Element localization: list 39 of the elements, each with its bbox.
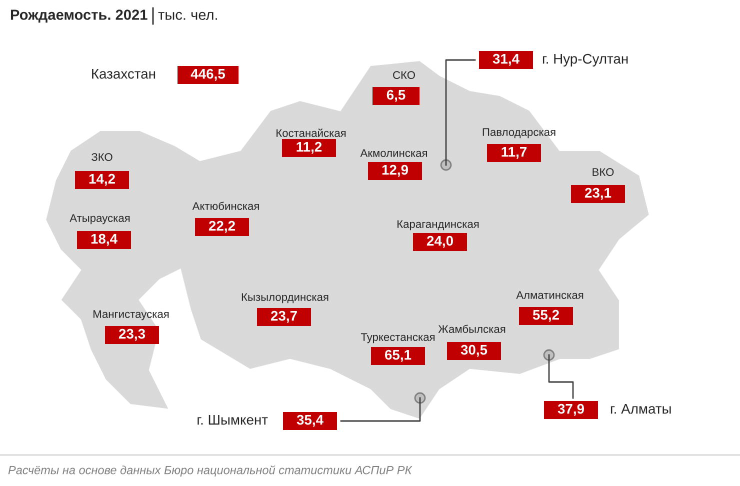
data-label: 14,2 (89, 174, 115, 186)
category-label: г. Алматы (610, 404, 671, 414)
text: тыс. чел. (158, 12, 217, 20)
category-label: Казахстан (92, 69, 156, 79)
data-label: 12,9 (382, 164, 408, 177)
data-label: 31,4 (492, 54, 520, 66)
data-label: 6,5 (386, 90, 406, 102)
category-label: Атырауская (70, 214, 130, 224)
data-label: 11,2 (296, 142, 322, 154)
data-label: 23,3 (118, 328, 146, 341)
category-label: Алматинская (516, 291, 584, 299)
data-label: 11,7 (502, 147, 527, 159)
category-label: Акмолинская (360, 149, 427, 157)
data-label: 446,5 (190, 68, 225, 81)
category-label: ЗКО (92, 153, 112, 161)
data-label: 24,0 (426, 236, 453, 248)
data-label: 22,2 (208, 220, 235, 233)
category-label: г. Шымкент (198, 415, 268, 425)
category-label: Павлодарская (482, 128, 556, 138)
category-label: Кызылординская (242, 293, 328, 304)
category-label: СКО (393, 71, 415, 79)
data-label: 55,2 (532, 310, 559, 322)
category-label: Мангистауская (94, 310, 169, 320)
data-label: 65,1 (384, 350, 412, 362)
data-label: 35,4 (296, 414, 324, 427)
text: Расчёты на основе данных Бюро национальной статистики АСПиР РК (8, 465, 412, 477)
data-label: 23,7 (270, 310, 297, 323)
data-label: 30,5 (460, 344, 488, 357)
category-label: Жамбылская (438, 324, 506, 333)
data-label: 23,1 (584, 188, 612, 200)
text: Рождаемость. 2021 (10, 10, 148, 23)
data-label: 37,9 (558, 404, 584, 416)
category-label: Туркестанская (360, 333, 435, 344)
category-label: ВКО (592, 168, 614, 176)
category-label: Актюбинская (192, 202, 259, 210)
data-label: 18,4 (91, 234, 118, 246)
category-label: Карагандинская (398, 220, 479, 230)
category-label: Костанайская (276, 128, 346, 137)
category-label: г. Нур-Султан (542, 54, 628, 66)
